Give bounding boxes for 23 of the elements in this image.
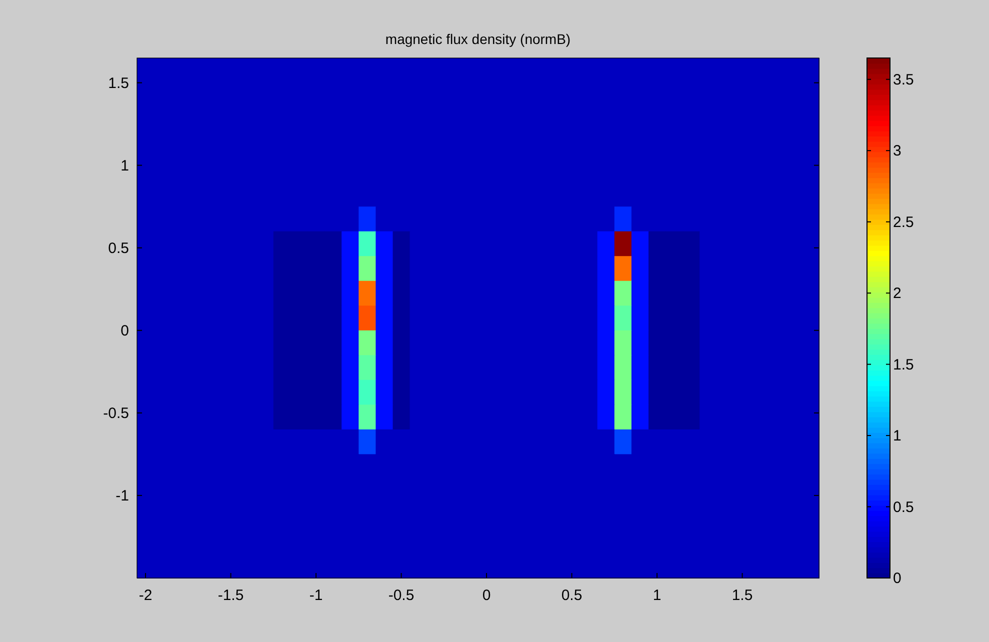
y-tick-label: 1.5 bbox=[108, 74, 129, 92]
color-bar-label: 3 bbox=[893, 142, 902, 160]
x-tick-label: -2 bbox=[138, 587, 152, 604]
y-tick-label: 1 bbox=[120, 157, 129, 174]
color-bar-label: 1.5 bbox=[893, 356, 914, 374]
x-tick-label: -0.5 bbox=[388, 587, 414, 604]
color-bar-label: 2 bbox=[893, 285, 902, 302]
y-tick-label: 0 bbox=[120, 322, 129, 340]
chart-title: magnetic flux density (normB) bbox=[385, 31, 571, 47]
color-bar-label: 0.5 bbox=[893, 498, 914, 516]
x-tick-label: 1.5 bbox=[732, 587, 753, 604]
y-tick-label: -1 bbox=[116, 487, 129, 504]
color-bar-label: 3.5 bbox=[893, 71, 914, 88]
x-tick-label: 1 bbox=[652, 587, 662, 604]
x-tick-label: 0 bbox=[482, 587, 491, 604]
x-tick-label: -1 bbox=[309, 587, 323, 604]
x-tick-label: -1.5 bbox=[218, 587, 244, 604]
y-tick-label: -0.5 bbox=[103, 404, 129, 422]
color-bar-label: 0 bbox=[893, 570, 902, 587]
color-bar-label: 1 bbox=[893, 428, 902, 445]
color-bar-label: 2.5 bbox=[893, 214, 914, 231]
x-tick-label: 0.5 bbox=[561, 587, 582, 604]
y-tick-label: 0.5 bbox=[108, 240, 129, 257]
